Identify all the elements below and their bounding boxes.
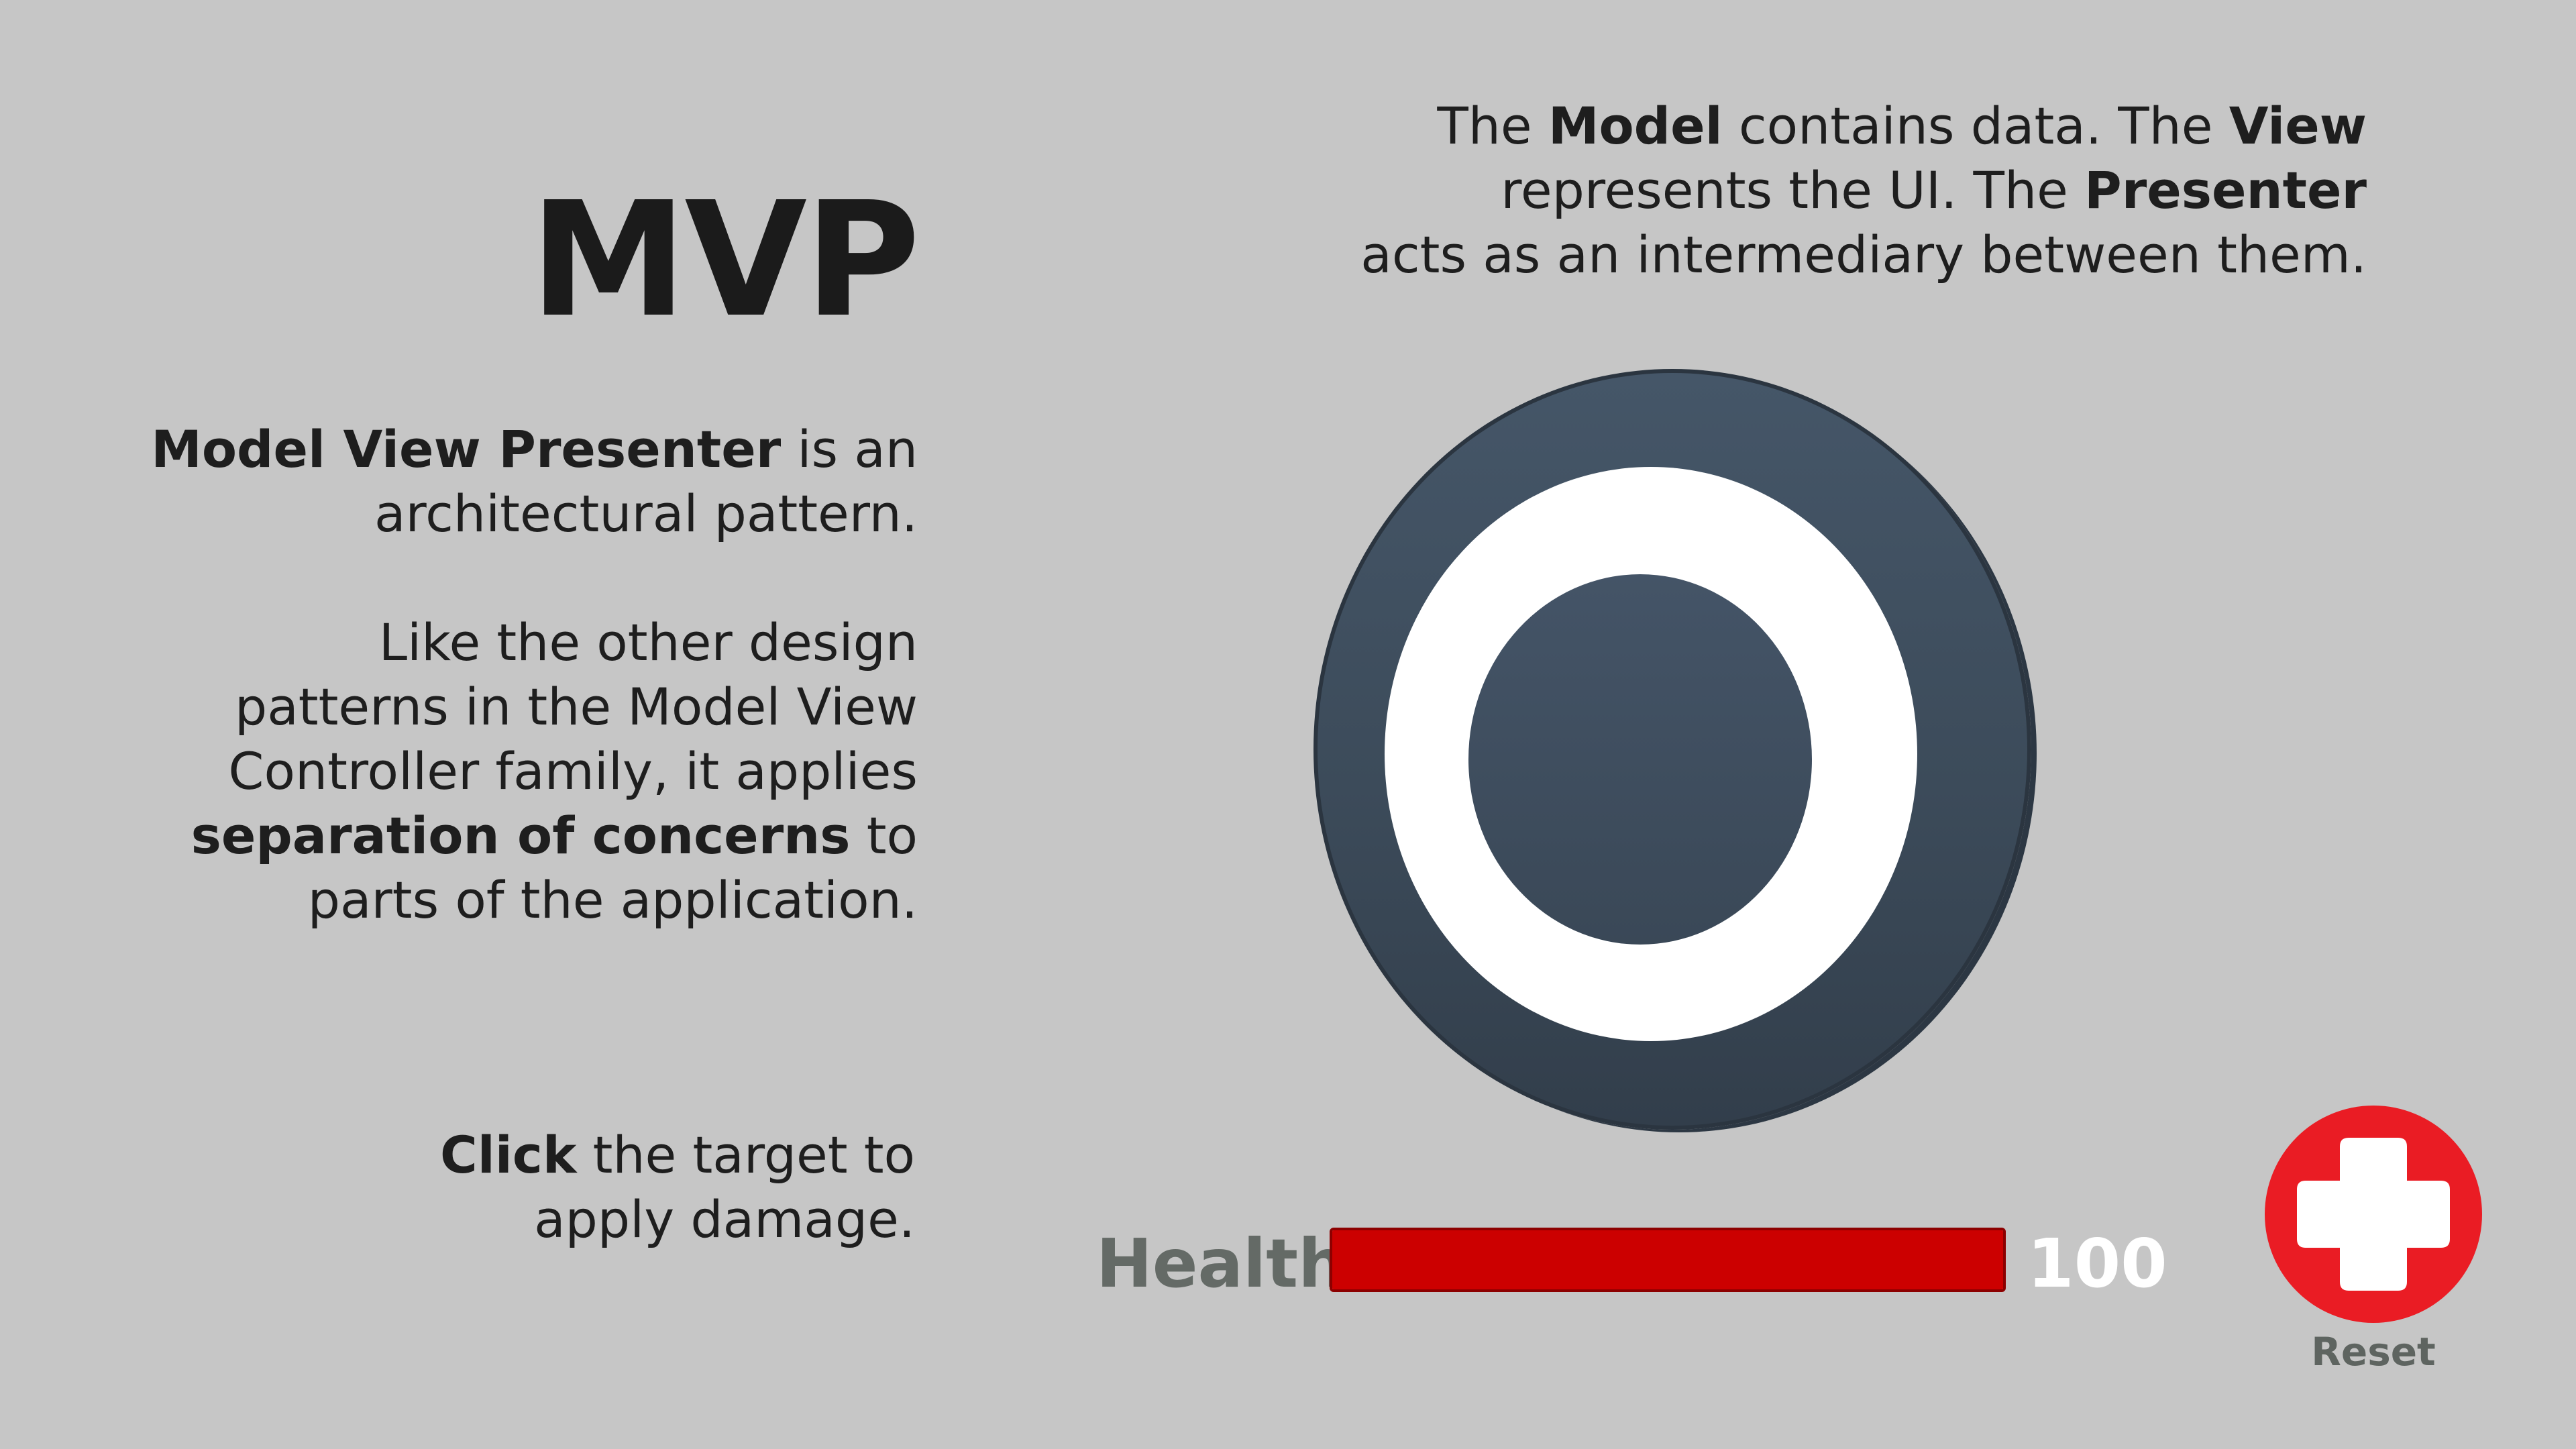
mvp-description: The Model contains data. The View repres… <box>1293 94 2367 287</box>
family-line5: parts of the application. <box>307 870 918 930</box>
target-ring <box>1385 467 1917 1041</box>
click-hint-rest: the target to <box>576 1125 915 1185</box>
target-center <box>1468 574 1812 945</box>
target[interactable] <box>1313 369 2031 1130</box>
plus-icon <box>2297 1138 2450 1291</box>
click-hint-line2: apply damage. <box>534 1189 915 1249</box>
health-value: 100 <box>2027 1224 2167 1303</box>
family-line1: Like the other design <box>378 612 918 672</box>
click-hint-bold: Click <box>439 1125 577 1185</box>
desc-part2: contains data. The <box>1722 96 2229 156</box>
health-label: Health <box>1096 1224 1346 1303</box>
family-line4-rest: to <box>850 806 918 865</box>
desc-view: View <box>2229 96 2367 156</box>
page-title: MVP <box>529 168 920 352</box>
desc-part4: acts as an intermediary between them. <box>1360 225 2367 284</box>
family-text: Like the other design patterns in the Mo… <box>113 610 918 932</box>
intro-text: Model View Presenter is an architectural… <box>113 417 918 546</box>
health-bar <box>1330 1228 2006 1292</box>
family-line2: patterns in the Model View <box>234 677 918 737</box>
family-line4-bold: separation of concerns <box>191 806 851 865</box>
desc-presenter: Presenter <box>2084 160 2367 220</box>
reset-button[interactable] <box>2265 1106 2482 1323</box>
desc-part3: represents the UI. The <box>1501 160 2085 220</box>
intro-bold: Model View Presenter <box>151 419 782 479</box>
desc-part1: The <box>1437 96 1548 156</box>
click-hint: Click the target to apply damage. <box>244 1123 915 1252</box>
family-line3: Controller family, it applies <box>228 741 918 801</box>
health-bar-fill <box>1332 1230 2003 1289</box>
desc-model: Model <box>1548 96 1723 156</box>
intro-rest: is an <box>781 419 918 479</box>
intro-line2: architectural pattern. <box>374 484 918 543</box>
reset-label: Reset <box>2311 1329 2436 1375</box>
